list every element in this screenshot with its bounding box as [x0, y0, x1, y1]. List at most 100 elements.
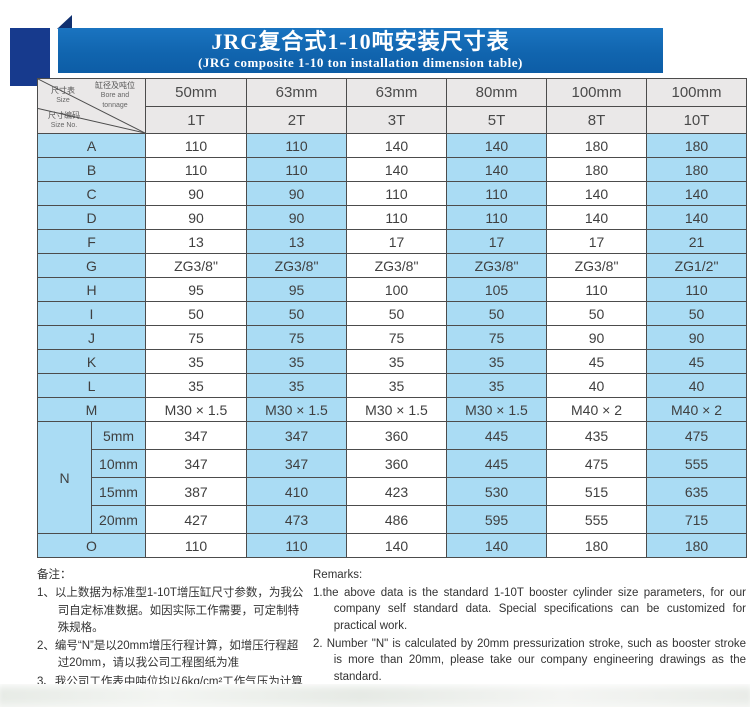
dim-cell: 50: [346, 301, 447, 326]
dim-cell: 360: [346, 449, 447, 478]
dim-cell: ZG3/8": [546, 253, 647, 278]
row-label: J: [37, 325, 146, 350]
dim-cell: 75: [346, 325, 447, 350]
dim-cell: 530: [446, 477, 547, 506]
dim-cell: 140: [646, 181, 747, 206]
dim-cell: ZG3/8": [446, 253, 547, 278]
row-label: A: [37, 133, 146, 158]
table-row: B 110 110 140 140 180 180: [37, 157, 747, 182]
note-item: 2. Number "N" is calculated by 20mm pres…: [313, 637, 746, 684]
dim-cell: 90: [546, 325, 647, 350]
table-row: 15mm 387 410 423 530 515 635: [38, 477, 747, 506]
dim-cell: 50: [646, 301, 747, 326]
dim-cell: ZG3/8": [145, 253, 247, 278]
dim-cell: 35: [446, 349, 547, 374]
dim-cell: 595: [446, 505, 547, 534]
dim-cell: 475: [546, 449, 647, 478]
dim-cell: 21: [646, 229, 747, 254]
decor-navy-square: [10, 28, 50, 86]
table-row: I 50 50 50 50 50 50: [37, 301, 747, 326]
col-header-bore: 100mm: [546, 78, 647, 107]
dim-cell: 715: [646, 505, 747, 534]
dim-cell: 180: [546, 533, 647, 558]
dim-cell: 35: [246, 349, 347, 374]
dim-cell: 13: [246, 229, 347, 254]
table-row: C 90 90 110 110 140 140: [37, 181, 747, 206]
dim-cell: 140: [546, 205, 647, 230]
dim-cell: 140: [446, 157, 547, 182]
dim-cell: 180: [646, 133, 747, 158]
dim-cell: 347: [145, 421, 247, 450]
corner-bore-label: 缸径及吨位 Bore and tonnage: [95, 81, 135, 110]
dim-cell: 50: [246, 301, 347, 326]
table-row: 10mm 347 347 360 445 475 555: [38, 449, 747, 478]
corner-size-label: 尺寸表 Size: [51, 86, 75, 105]
dim-cell: 140: [346, 533, 447, 558]
dim-cell: 13: [145, 229, 247, 254]
dim-cell: 110: [145, 533, 247, 558]
dimension-table: 尺寸表 Size 缸径及吨位 Bore and tonnage 尺寸编码 Size N…: [37, 78, 747, 558]
row-label: O: [37, 533, 146, 558]
dim-cell: 140: [446, 533, 547, 558]
table-row: H 95 95 100 105 110 110: [37, 277, 747, 302]
dim-cell: 110: [346, 181, 447, 206]
dim-cell: 17: [546, 229, 647, 254]
dim-cell: 75: [145, 325, 247, 350]
dim-cell: 347: [246, 449, 347, 478]
col-header-bore: 50mm: [145, 78, 247, 107]
dim-cell: 515: [546, 477, 647, 506]
dim-cell: 35: [346, 349, 447, 374]
row-label-n: N: [37, 421, 92, 534]
dim-cell: 140: [446, 133, 547, 158]
row-label: C: [37, 181, 146, 206]
dim-cell: M30 × 1.5: [145, 397, 247, 422]
row-label: M: [37, 397, 146, 422]
col-header-tonnage: 5T: [446, 106, 547, 134]
dim-cell: 635: [646, 477, 747, 506]
dim-cell: 35: [145, 373, 247, 398]
dim-cell: 435: [546, 421, 647, 450]
dim-cell: 90: [246, 181, 347, 206]
row-label: D: [37, 205, 146, 230]
dim-cell: 110: [546, 277, 647, 302]
dim-cell: 180: [546, 133, 647, 158]
dim-cell: 95: [145, 277, 247, 302]
dim-cell: 50: [446, 301, 547, 326]
dim-cell: 35: [346, 373, 447, 398]
decor-bottom-band: [0, 684, 750, 707]
table-row: A 110 110 140 140 180 180: [37, 133, 747, 158]
stroke-sublabel: 15mm: [91, 477, 146, 506]
dim-cell: M40 × 2: [546, 397, 647, 422]
dim-cell: 110: [346, 205, 447, 230]
stroke-sublabel: 10mm: [91, 449, 146, 478]
note-item: 2、编号“N”是以20mm增压行程计算，如增压行程超过20mm，请以我公司工程图…: [37, 640, 299, 670]
dim-cell: 475: [646, 421, 747, 450]
table-row: L 35 35 35 35 40 40: [37, 373, 747, 398]
corner-sizeno-label: 尺寸编码 Size No.: [48, 110, 80, 129]
notes-en-heading: Remarks:: [313, 569, 363, 581]
dim-cell: 90: [646, 325, 747, 350]
table-row: 20mm 427 473 486 595 555 715: [38, 505, 747, 534]
dim-cell: 486: [346, 505, 447, 534]
dim-cell: 90: [145, 205, 247, 230]
dim-cell: 35: [246, 373, 347, 398]
dim-cell: 445: [446, 421, 547, 450]
dim-cell: 50: [546, 301, 647, 326]
dim-cell: 110: [145, 157, 247, 182]
dim-cell: 90: [145, 181, 247, 206]
dim-cell: 110: [246, 133, 347, 158]
col-header-bore: 63mm: [346, 78, 447, 107]
dim-cell: 75: [446, 325, 547, 350]
page-subtitle: (JRG composite 1-10 ton installation dim…: [198, 55, 523, 70]
dim-cell: 110: [646, 277, 747, 302]
dim-cell: 140: [546, 181, 647, 206]
dim-cell: ZG1/2": [646, 253, 747, 278]
dim-cell: 110: [446, 181, 547, 206]
dim-cell: 445: [446, 449, 547, 478]
row-label: G: [37, 253, 146, 278]
dim-cell: 17: [346, 229, 447, 254]
dim-cell: 100: [346, 277, 447, 302]
table-row: J 75 75 75 75 90 90: [37, 325, 747, 350]
row-label: B: [37, 157, 146, 182]
